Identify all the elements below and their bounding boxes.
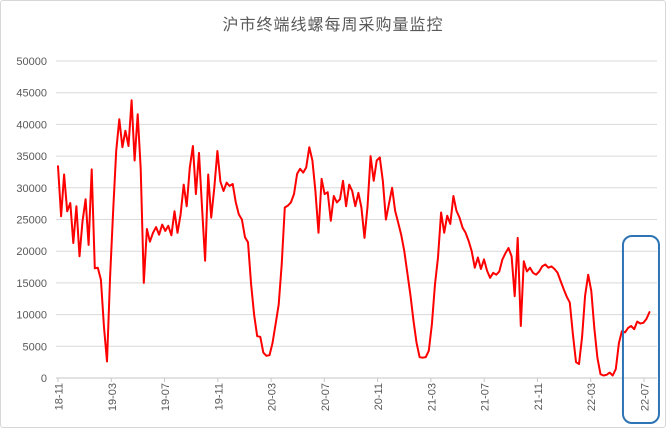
x-axis-label: 18-11 <box>54 383 66 410</box>
y-axis-label: 5000 <box>23 341 47 353</box>
x-axis-label: 21-11 <box>533 383 545 410</box>
y-axis-label: 20000 <box>16 246 47 258</box>
y-axis-label: 15000 <box>16 278 47 290</box>
y-axis-label: 25000 <box>16 215 47 227</box>
y-axis-label: 10000 <box>16 310 47 322</box>
y-axis-label: 50000 <box>16 56 47 68</box>
x-axis-label: 19-11 <box>213 383 225 410</box>
y-axis-label: 35000 <box>16 151 47 163</box>
x-axis-label: 21-07 <box>480 383 492 411</box>
chart-title: 沪市终端线螺每周采购量监控 <box>222 17 444 34</box>
x-axis-label: 20-07 <box>320 383 332 411</box>
x-axis-label: 19-03 <box>107 383 119 411</box>
y-axis-label: 30000 <box>16 183 47 195</box>
x-axis-label: 20-03 <box>267 383 279 411</box>
data-line <box>57 99 651 377</box>
y-axis-label: 40000 <box>16 119 47 131</box>
x-axis-label: 19-07 <box>160 383 172 411</box>
x-axis-label: 21-03 <box>426 383 438 411</box>
x-axis-label: 22-07 <box>639 383 651 411</box>
highlight-box <box>621 235 660 424</box>
y-axis-label: 45000 <box>16 88 47 100</box>
x-axis-label: 20-11 <box>373 383 385 410</box>
y-axis-label: 0 <box>41 373 47 385</box>
x-axis-label: 22-03 <box>586 383 598 411</box>
